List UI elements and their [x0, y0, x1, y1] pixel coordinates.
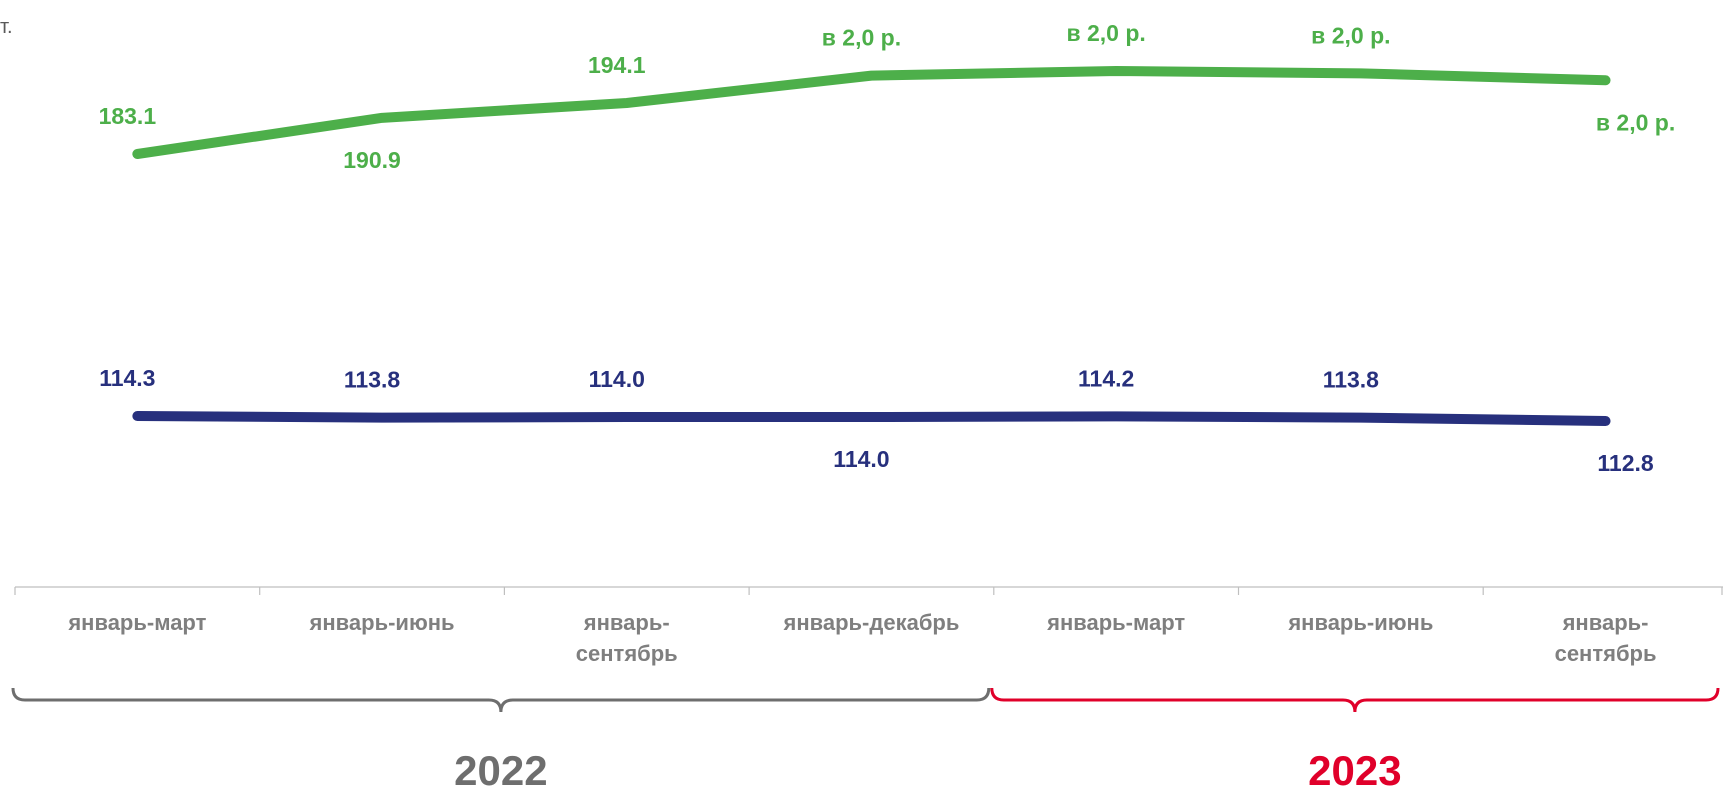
data-label: 114.3 [99, 365, 155, 391]
year-groups: 2022 2023 [11, 687, 1720, 789]
category-label: январь-июнь [309, 610, 455, 635]
year-label: 2022 [454, 747, 547, 789]
year-label: 2023 [1308, 747, 1401, 789]
data-label: в 2,0 р. [1596, 109, 1675, 135]
category-label: январь-март [67, 610, 206, 635]
data-label: 114.0 [589, 366, 645, 392]
data-label: в 2,0 р. [1066, 20, 1145, 46]
series-lines [132, 66, 1611, 426]
category-label: январь-июнь [1287, 610, 1433, 635]
category-label: январь-сентябрь [1555, 610, 1657, 666]
data-label: 112.8 [1597, 450, 1653, 476]
category-label: январь-март [1046, 610, 1185, 635]
category-axis: январь-март январь-июнь январь-сентябрь янв… [14, 586, 1723, 666]
data-label: в 2,0 р. [1311, 22, 1390, 48]
series-line [132, 411, 1611, 426]
data-labels: 183.1 190.9 194.1 в 2,0 р. в 2,0 р. в 2,0 р. в… [99, 20, 1676, 476]
data-label: 113.8 [344, 367, 400, 393]
data-label: 113.8 [1323, 367, 1379, 393]
series-line [132, 66, 1611, 159]
data-label: в 2,0 р. [822, 25, 901, 51]
data-label: 114.2 [1078, 365, 1134, 391]
data-label: 114.0 [833, 446, 889, 472]
group-brace [11, 687, 991, 713]
data-label: 194.1 [588, 52, 646, 78]
category-label: январь-сентябрь [576, 610, 678, 666]
data-label: 190.9 [343, 147, 401, 173]
category-label: январь-декабрь [783, 610, 960, 635]
data-label: 183.1 [99, 103, 157, 129]
group-brace [990, 687, 1720, 713]
corner-text: т. [0, 16, 13, 38]
